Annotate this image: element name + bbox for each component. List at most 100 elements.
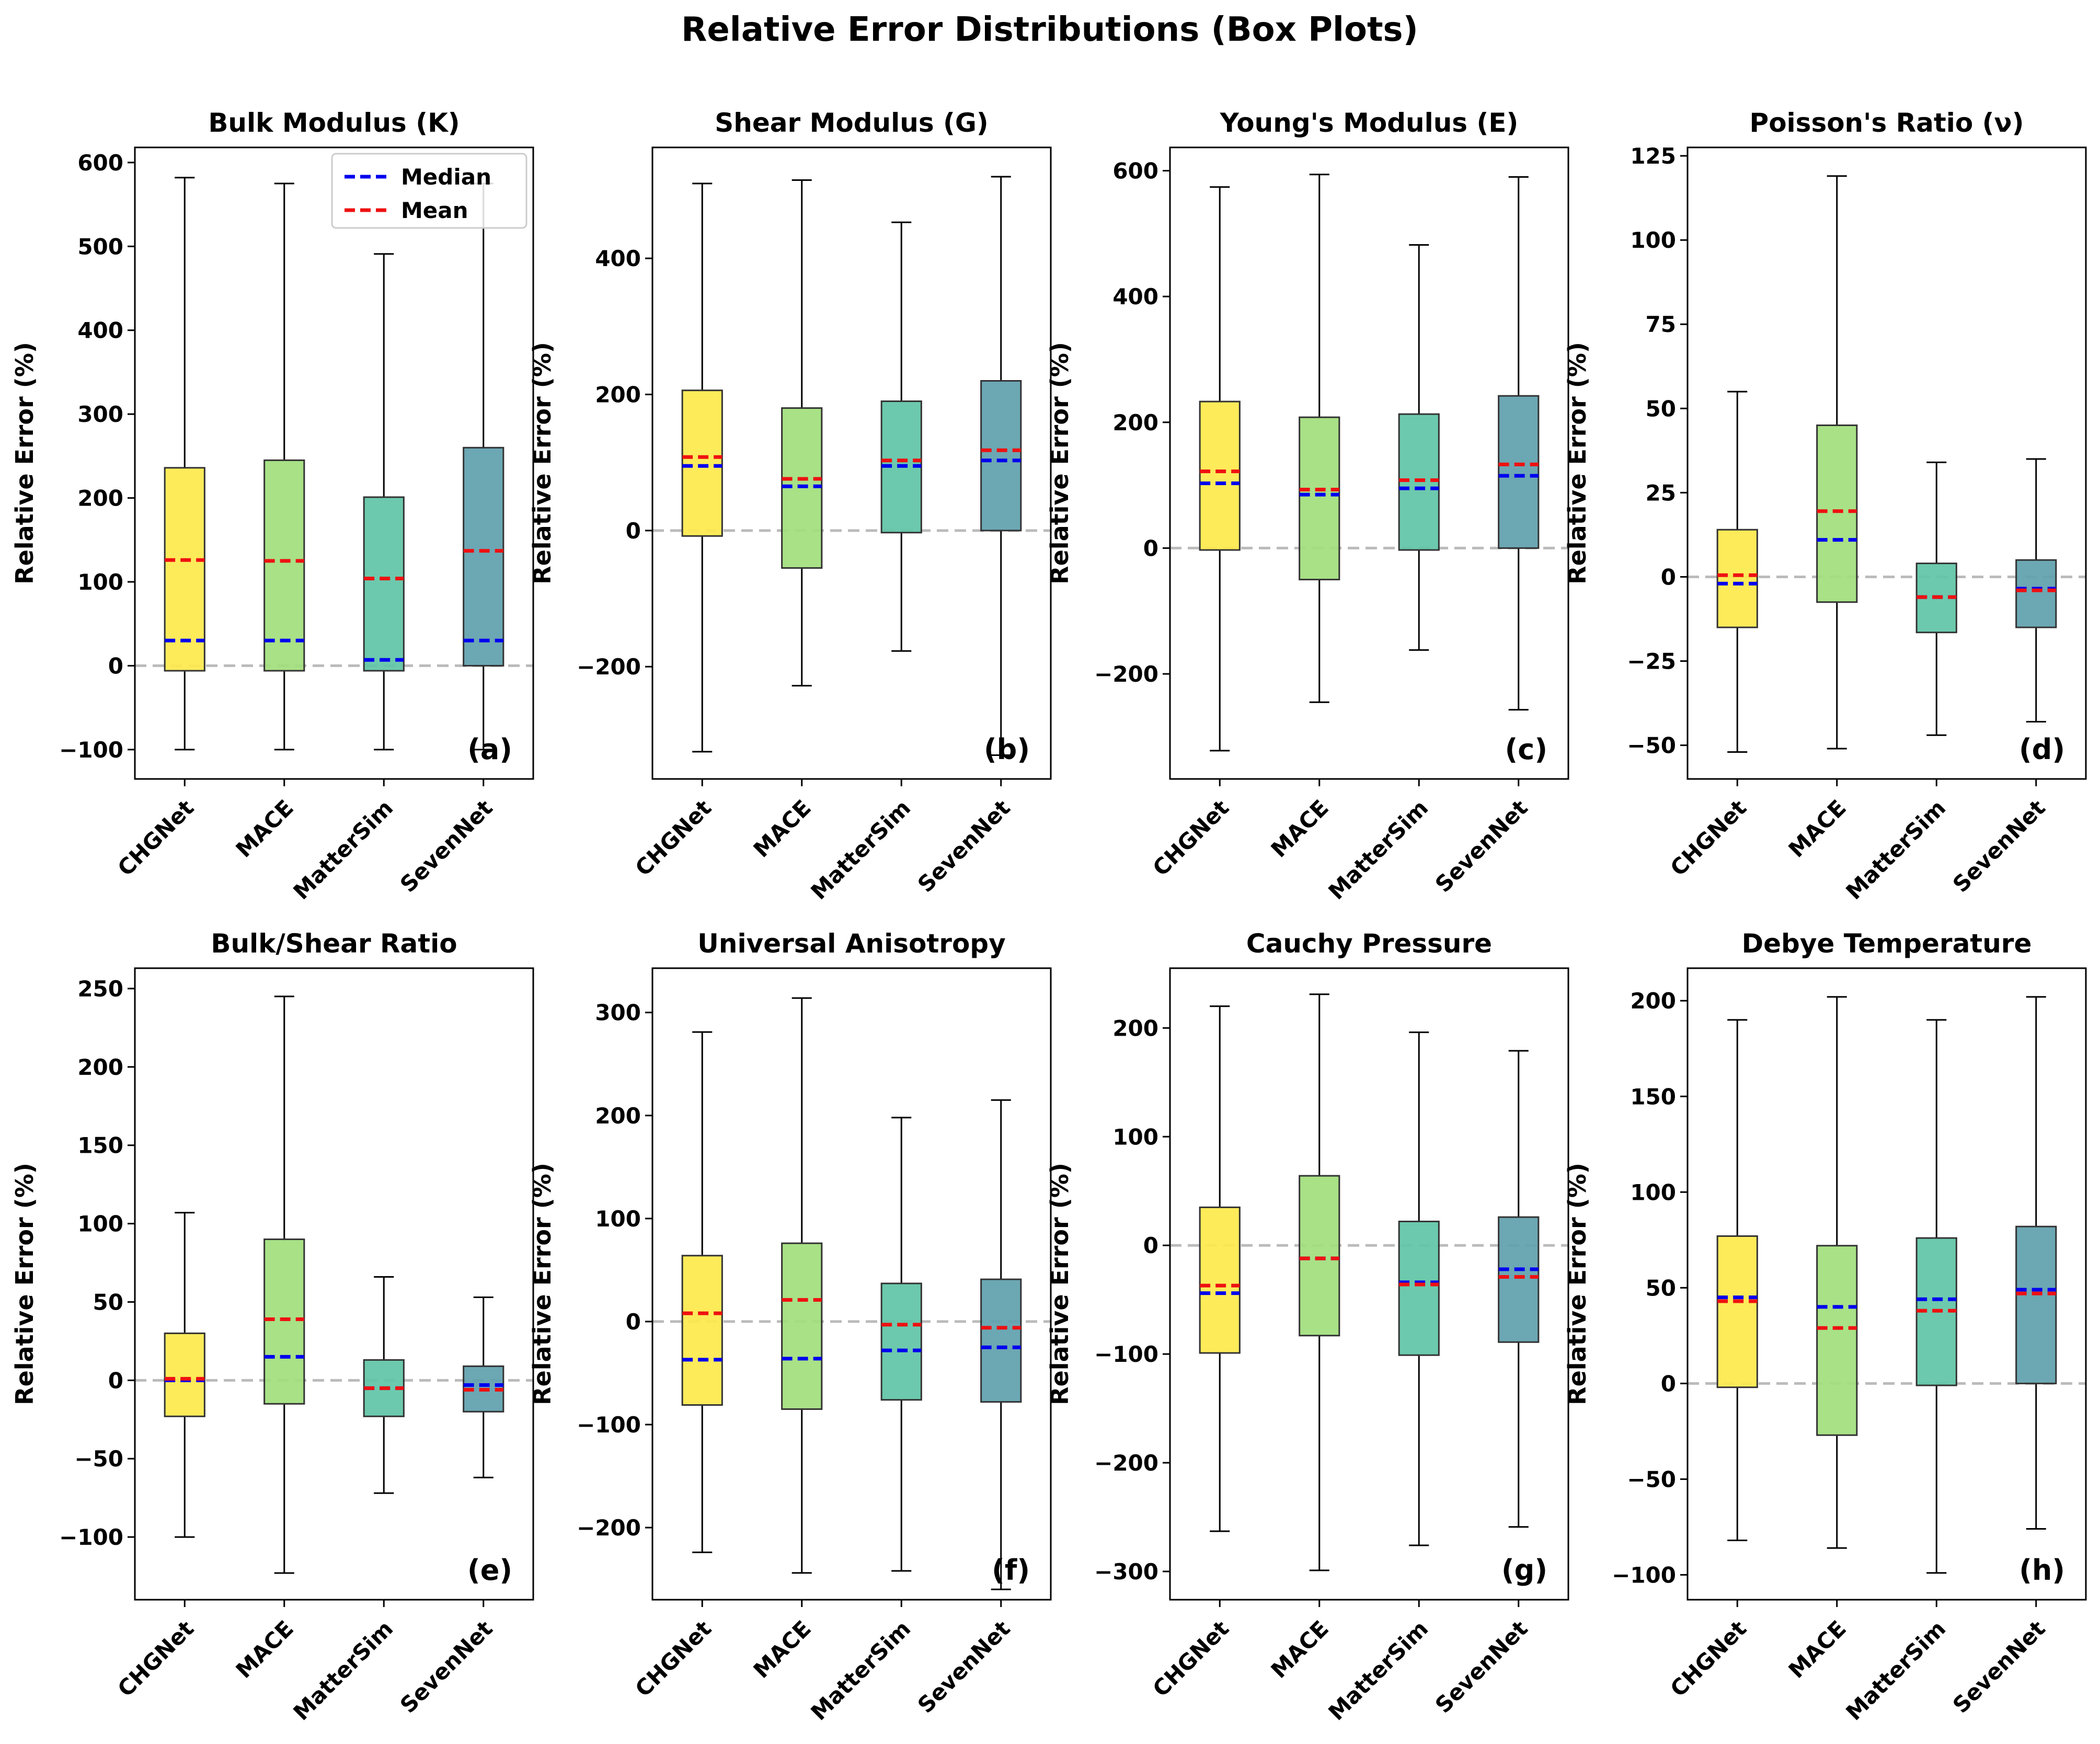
y-tick-label: 150 xyxy=(1630,1084,1676,1109)
x-tick-label: CHGNet xyxy=(1665,1615,1751,1702)
box-mace xyxy=(1299,174,1340,703)
x-tick-label: SevenNet xyxy=(913,1615,1015,1718)
y-tick-label: 100 xyxy=(77,1211,123,1237)
panel-tag: (h) xyxy=(2019,1554,2065,1587)
box-chgnet xyxy=(1716,391,1758,753)
panel-b: Shear Modulus (G) Relative Error (%) −200 0… xyxy=(528,108,1052,904)
plot-frame xyxy=(651,146,1052,780)
box-sevennet xyxy=(463,1296,504,1478)
y-tick-label: 0 xyxy=(1143,1233,1158,1258)
box-sevennet xyxy=(1498,176,1540,711)
x-tick-label: CHGNet xyxy=(112,1615,199,1702)
y-tick-label: 250 xyxy=(77,976,123,1002)
box-sevennet xyxy=(2015,458,2057,722)
iqr-box xyxy=(880,1282,922,1401)
box-mace xyxy=(263,995,305,1574)
y-tick-label: 75 xyxy=(1646,312,1676,337)
iqr-box xyxy=(164,467,205,672)
panel-tag: (g) xyxy=(1501,1554,1547,1587)
panel-title: Poisson's Ratio (ν) xyxy=(1750,108,2024,138)
iqr-box xyxy=(463,446,504,667)
x-tick-label: CHGNet xyxy=(630,795,716,881)
figure-title: Relative Error Distributions (Box Plots) xyxy=(681,10,1418,49)
y-tick-label: −50 xyxy=(74,1446,123,1472)
y-tick-label: −200 xyxy=(1094,661,1158,687)
y-tick-label: −50 xyxy=(1627,733,1676,759)
x-tick-label: MatterSim xyxy=(806,1615,915,1725)
x-tick-label: MatterSim xyxy=(1323,1615,1433,1725)
y-tick-label: 100 xyxy=(1630,1179,1676,1205)
iqr-box xyxy=(1299,1175,1340,1337)
x-tick-label: SevenNet xyxy=(395,1615,498,1718)
box-sevennet xyxy=(980,176,1022,756)
plot-frame xyxy=(1169,967,1569,1601)
y-axis-label: Relative Error (%) xyxy=(1046,1163,1074,1405)
panel-d: Poisson's Ratio (ν) Relative Error (%) −50… xyxy=(1563,108,2087,904)
y-tick-label: 0 xyxy=(626,518,641,544)
panel-title: Debye Temperature xyxy=(1742,928,2032,959)
y-axis-label: Relative Error (%) xyxy=(10,1163,39,1405)
iqr-box xyxy=(1816,424,1858,603)
box-chgnet xyxy=(164,1212,205,1538)
iqr-box xyxy=(1716,1235,1758,1389)
panel-e: Bulk/Shear Ratio Relative Error (%) −100 −5… xyxy=(10,928,534,1725)
iqr-box xyxy=(980,380,1022,532)
panel-a: Bulk Modulus (K) Relative Error (%) −100 0 1… xyxy=(10,108,534,904)
y-tick-label: 200 xyxy=(1630,988,1676,1014)
y-tick-label: 50 xyxy=(1646,1275,1676,1301)
plot-frame xyxy=(134,146,534,780)
iqr-box xyxy=(980,1278,1022,1403)
panel-f: Universal Anisotropy Relative Error (%) −2… xyxy=(528,928,1052,1725)
y-tick-label: 25 xyxy=(1646,480,1676,506)
x-tick-label: MatterSim xyxy=(1841,1615,1950,1725)
y-axis-label: Relative Error (%) xyxy=(10,342,39,584)
y-tick-label: 100 xyxy=(77,569,123,595)
box-chgnet xyxy=(681,182,723,753)
y-tick-label: −100 xyxy=(577,1412,641,1438)
iqr-box xyxy=(2015,559,2057,628)
panel-title: Bulk Modulus (K) xyxy=(208,108,460,138)
y-tick-label: −200 xyxy=(577,1515,641,1541)
box-chgnet xyxy=(1716,1019,1758,1542)
y-tick-label: 50 xyxy=(1646,396,1676,421)
iqr-box xyxy=(1299,416,1340,581)
y-axis-label: Relative Error (%) xyxy=(1563,1163,1591,1405)
panel-tag: (c) xyxy=(1505,733,1547,766)
panel-title: Universal Anisotropy xyxy=(697,928,1005,959)
legend-median-label: Median xyxy=(401,164,491,190)
x-tick-label: CHGNet xyxy=(630,1615,716,1702)
plot-frame xyxy=(1686,967,2087,1601)
iqr-box xyxy=(1716,529,1758,628)
y-tick-label: 0 xyxy=(108,653,123,679)
y-axis-label: Relative Error (%) xyxy=(1563,342,1591,584)
iqr-box xyxy=(1816,1245,1858,1436)
x-tick-label: SevenNet xyxy=(1948,795,2050,897)
iqr-box xyxy=(781,1242,823,1410)
iqr-box xyxy=(1199,1206,1241,1354)
box-chgnet xyxy=(1199,186,1241,752)
iqr-box xyxy=(263,459,305,672)
iqr-box xyxy=(2015,1225,2057,1384)
y-tick-label: 0 xyxy=(1661,1371,1676,1396)
box-mattersim xyxy=(363,1276,405,1494)
panel-g: Cauchy Pressure Relative Error (%) −300 −20… xyxy=(1046,928,1569,1725)
panel-tag: (e) xyxy=(467,1554,512,1587)
x-tick-label: MatterSim xyxy=(288,1615,398,1725)
box-sevennet xyxy=(1498,1050,1540,1528)
x-tick-label: MatterSim xyxy=(288,795,398,904)
box-sevennet xyxy=(463,182,504,751)
panel-tag: (b) xyxy=(984,733,1030,766)
plot-frame xyxy=(134,967,534,1601)
legend: Median Mean xyxy=(331,153,527,229)
x-tick-label: SevenNet xyxy=(395,795,498,897)
box-mattersim xyxy=(1915,461,1957,736)
x-tick-label: MACE xyxy=(231,1615,299,1683)
iqr-box xyxy=(681,389,723,537)
panel-title: Young's Modulus (E) xyxy=(1220,108,1519,138)
iqr-box xyxy=(263,1238,305,1405)
box-sevennet xyxy=(2015,996,2057,1530)
plot-frame xyxy=(1686,146,2087,780)
box-mattersim xyxy=(1398,244,1440,651)
panel-h: Debye Temperature Relative Error (%) −100 −… xyxy=(1563,928,2087,1725)
